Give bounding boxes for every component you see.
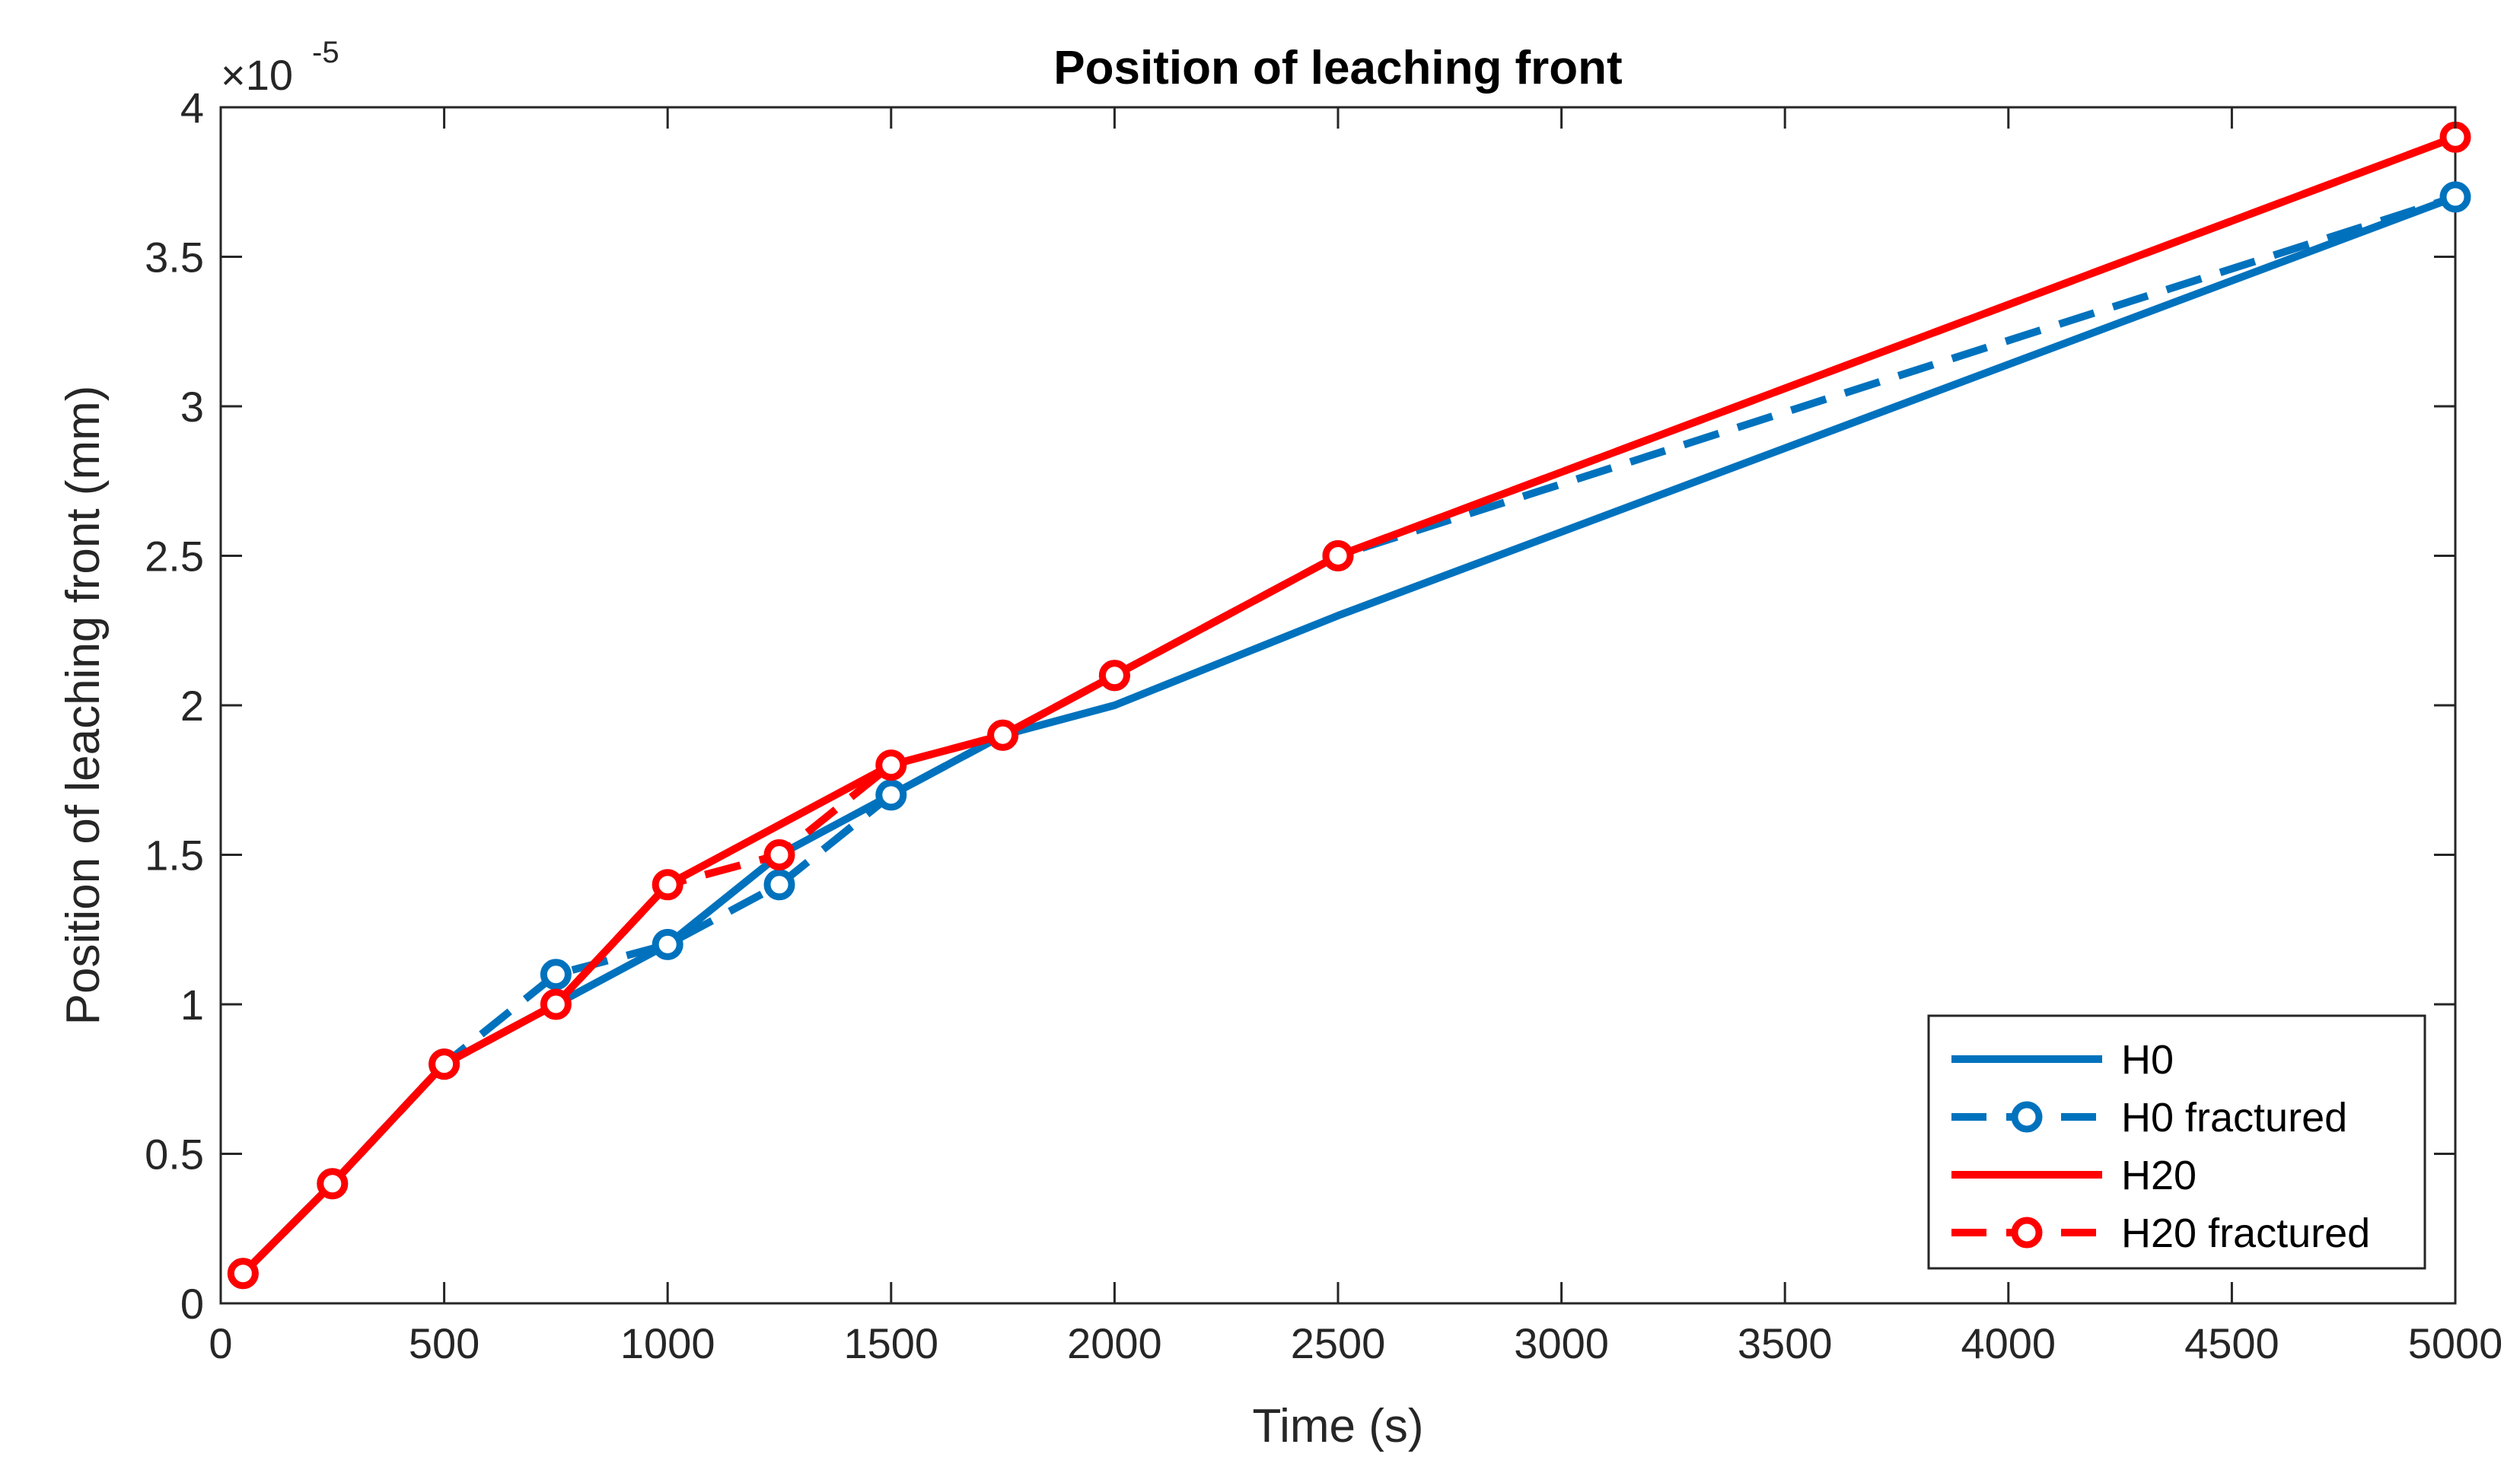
x-tick-label: 4500 — [2184, 1319, 2279, 1367]
x-tick-label: 1000 — [620, 1319, 715, 1367]
legend-marker — [2011, 1101, 2043, 1133]
x-tick-label: 2500 — [1291, 1319, 1386, 1367]
data-point — [652, 928, 683, 960]
x-tick-label: 1500 — [844, 1319, 939, 1367]
y-axis-ticks: 0 0.5 1 1.5 2 2.5 3 3.5 4 — [145, 84, 2455, 1328]
series-h20-fractured — [227, 121, 2471, 1290]
data-point — [875, 749, 907, 781]
legend-entry: H20 — [1951, 1153, 2197, 1198]
data-point — [540, 959, 572, 991]
data-point — [317, 1168, 349, 1200]
legend-label: H0 — [2121, 1037, 2174, 1083]
y-tick-label: 3.5 — [145, 234, 204, 282]
data-point — [763, 869, 795, 901]
y-tick-label: 4 — [180, 84, 204, 132]
x-tick-label: 500 — [409, 1319, 479, 1367]
data-point — [540, 988, 572, 1020]
legend-entry: H20 fractured — [1951, 1211, 2370, 1256]
y-axis-exponent: ×10 -5 — [221, 36, 339, 99]
x-tick-label: 3500 — [1738, 1319, 1833, 1367]
y-tick-label: 1 — [180, 981, 204, 1029]
x-tick-label: 3000 — [1514, 1319, 1609, 1367]
x-axis-label: Time (s) — [1253, 1400, 1424, 1452]
y-tick-label: 2 — [180, 682, 204, 730]
y-tick-label: 0 — [180, 1280, 204, 1328]
y-axis-label: Position of leaching front (mm) — [57, 386, 110, 1026]
data-point — [227, 1258, 259, 1290]
y-axis-exponent-base: ×10 — [221, 51, 293, 99]
chart-title: Position of leaching front — [1053, 42, 1622, 94]
x-tick-label: 4000 — [1961, 1319, 2056, 1367]
data-point — [1098, 660, 1130, 692]
legend-entry: H0 — [1951, 1037, 2174, 1083]
y-tick-label: 0.5 — [145, 1131, 204, 1179]
legend-label: H20 — [2121, 1153, 2197, 1198]
x-tick-label: 5000 — [2408, 1319, 2503, 1367]
series-layer — [227, 121, 2471, 1290]
legend: H0 H0 fractured H20 H20 fractured — [1927, 1014, 2426, 1270]
data-point — [2439, 181, 2471, 213]
data-point — [987, 719, 1019, 751]
legend-entry: H0 fractured — [1951, 1095, 2347, 1141]
data-point — [428, 1048, 460, 1080]
data-point — [2439, 121, 2471, 153]
y-tick-label: 3 — [180, 383, 204, 431]
y-tick-label: 1.5 — [145, 832, 204, 880]
data-point — [763, 839, 795, 870]
data-point — [652, 869, 683, 901]
legend-label: H0 fractured — [2121, 1095, 2347, 1141]
x-tick-label: 0 — [209, 1319, 232, 1367]
legend-marker — [2011, 1217, 2043, 1249]
x-axis-ticks: 0 500 1000 1500 2000 2500 3000 3500 4000 4500 5000 — [209, 107, 2502, 1367]
y-axis-exponent-power: -5 — [312, 36, 339, 69]
data-point — [875, 779, 907, 811]
legend-label: H20 fractured — [2121, 1211, 2370, 1256]
data-point — [1322, 540, 1354, 571]
x-tick-label: 2000 — [1067, 1319, 1162, 1367]
y-tick-label: 2.5 — [145, 533, 204, 581]
